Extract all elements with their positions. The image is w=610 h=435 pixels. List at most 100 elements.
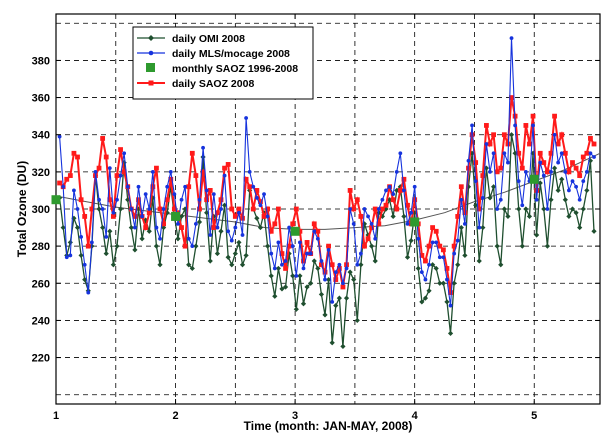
omi-point [290,273,296,279]
x-axis-label: Time (month: JAN-MAY, 2008) [244,419,413,433]
saoz-daily-point [537,150,543,156]
saoz-daily-point [444,266,450,271]
omi-point [96,206,102,212]
saoz-daily-point [419,253,425,258]
x-tick-label: 4 [412,410,419,422]
mls-point [125,184,130,189]
saoz-daily-point [588,136,593,141]
legend-marker-saoz-monthly [146,63,155,72]
mls-point [531,123,535,128]
mls-point [262,192,266,197]
mls-point [219,207,223,211]
saoz-daily-point [562,150,568,156]
mls-point [538,160,543,165]
mls-point [523,169,528,174]
mls-point [495,207,500,211]
mls-point [115,197,119,202]
omi-point [132,247,138,253]
mls-point [161,207,166,211]
mls-point [513,123,518,128]
omi-point [365,232,371,238]
mls-point [549,169,553,174]
mls-point [412,184,417,189]
mls-point [240,233,245,237]
mls-point [61,184,66,189]
omi-point [153,243,160,249]
mls-point [136,184,141,189]
mls-point [107,166,112,171]
saoz-daily-point [347,188,353,193]
omi-point [447,330,454,337]
omi-point [458,224,464,231]
mls-point [405,221,410,226]
mls-point [111,210,116,215]
y-tick-label: 380 [32,55,50,67]
saoz-daily-point [146,210,152,216]
saoz-daily-point [200,169,206,175]
omi-point [196,219,203,225]
saoz-daily-point [161,221,167,227]
omi-point [286,250,292,257]
saoz-daily-point [570,160,575,165]
saoz-daily-point [207,188,213,193]
saoz-daily-point [261,214,267,219]
omi-point [175,236,181,242]
mls-point [351,221,356,226]
omi-point [562,197,568,203]
mls-point [459,197,464,202]
omi-point [573,210,579,216]
saoz-daily-point [523,123,529,128]
saoz-daily-point [501,132,507,138]
legend-marker-mls [148,50,154,56]
mls-point [567,188,571,193]
saoz-daily-point [591,141,597,147]
mls-point [520,203,525,208]
mls-point [491,151,496,156]
omi-point [297,273,303,279]
omi-point [322,312,328,318]
mls-point [204,188,209,193]
saoz-daily-point [577,173,583,178]
saoz-daily-point [555,141,561,147]
saoz-daily-point [229,206,235,212]
omi-point [426,288,432,294]
mls-point [122,151,127,156]
mls-point [168,169,173,174]
saoz-daily-point [304,240,310,245]
x-tick-label: 5 [531,410,537,422]
saoz-daily-point [78,197,84,203]
saoz-monthly-point [410,217,420,227]
legend-marker-saoz-daily [148,80,154,86]
mls-point [391,192,396,197]
mls-point [265,214,270,219]
saoz-daily-point [297,228,303,234]
saoz-daily-point [85,243,91,249]
omi-point [462,252,468,259]
y-tick-label: 280 [32,241,50,253]
saoz-daily-point [397,188,403,193]
saoz-daily-point [272,221,278,227]
saoz-daily-point [354,197,360,203]
omi-point [372,258,378,264]
saoz-daily-point [527,141,532,147]
saoz-monthly-point [171,211,181,221]
omi-point [178,213,185,220]
saoz-daily-point [469,132,475,138]
mls-point [323,277,327,282]
saoz-daily-point [118,147,123,152]
omi-point [451,280,457,286]
omi-point [340,343,346,350]
omi-point [566,213,572,220]
mls-point [588,151,593,156]
mls-point [380,197,385,202]
omi-point [430,262,436,268]
saoz-daily-point [326,243,331,249]
omi-point [268,273,274,279]
saoz-daily-point [437,243,443,249]
mls-point [237,210,241,215]
omi-point [415,265,421,272]
mls-point [337,262,342,267]
saoz-daily-point [426,243,432,249]
saoz-daily-point [401,176,407,182]
